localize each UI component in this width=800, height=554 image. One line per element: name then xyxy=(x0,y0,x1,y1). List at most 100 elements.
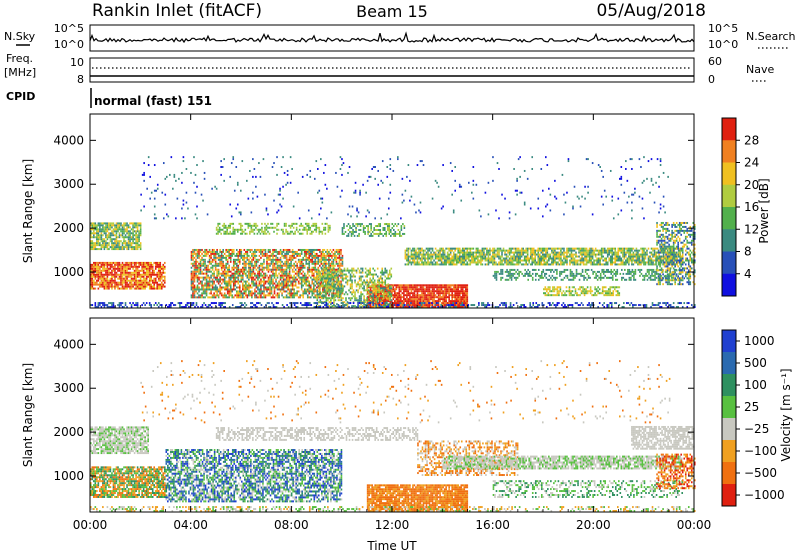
echo-cell xyxy=(106,226,109,229)
echo-cell xyxy=(370,301,373,304)
echo-cell xyxy=(202,278,205,281)
echo-cell xyxy=(265,226,268,229)
echo-cell xyxy=(507,255,509,258)
echo-cell xyxy=(449,251,452,254)
echo-cell xyxy=(145,269,148,272)
echo-cell xyxy=(192,294,194,297)
echo-cell xyxy=(225,286,227,289)
echo-cell xyxy=(263,278,265,281)
echo-cell xyxy=(255,226,257,229)
echo-cell xyxy=(318,295,320,298)
echo-cell xyxy=(91,222,94,225)
echo-cell xyxy=(481,253,484,256)
echo-cell xyxy=(282,232,284,235)
echo-cell xyxy=(111,261,113,264)
echo-cell xyxy=(337,270,339,273)
echo-cell xyxy=(338,260,341,263)
echo-cell xyxy=(130,244,133,247)
echo-cell xyxy=(126,287,128,290)
echo-cell xyxy=(267,258,270,261)
echo-cell xyxy=(251,296,253,299)
echo-cell xyxy=(242,292,244,295)
echo-cell xyxy=(442,290,444,293)
echo-cell xyxy=(312,262,315,265)
echo-cell xyxy=(217,280,220,283)
echo-cell xyxy=(493,247,496,250)
echo-cell xyxy=(418,300,420,303)
echo-cell xyxy=(504,251,506,254)
echo-cell xyxy=(121,263,124,266)
echo-cell xyxy=(452,251,455,254)
echo-cell xyxy=(406,286,408,289)
echo-cell xyxy=(442,298,444,301)
echo-cell xyxy=(390,293,393,296)
echo-cell xyxy=(466,247,469,250)
echo-cell xyxy=(510,263,512,266)
echo-cell xyxy=(322,297,325,300)
echo-cell xyxy=(288,248,291,251)
echo-cell xyxy=(284,284,286,287)
echo-cell xyxy=(255,262,258,265)
echo-cell xyxy=(260,268,262,271)
echo-cell xyxy=(254,262,256,265)
echo-cell xyxy=(288,288,291,291)
echo-cell xyxy=(410,288,413,291)
echo-cell xyxy=(282,250,285,253)
echo-cell xyxy=(133,279,136,282)
echo-cell xyxy=(106,222,109,225)
echo-cell xyxy=(507,251,509,254)
echo-cell xyxy=(281,292,283,295)
echo-cell xyxy=(93,222,95,225)
echo-cell xyxy=(306,294,309,297)
echo-cell xyxy=(492,251,494,254)
echo-cell xyxy=(111,281,113,284)
echo-cell xyxy=(384,293,387,296)
echo-cell xyxy=(425,304,428,307)
echo-cell xyxy=(226,274,229,277)
echo-cell xyxy=(285,248,288,251)
echo-cell xyxy=(331,272,333,275)
echo-cell xyxy=(477,247,479,250)
echo-cell xyxy=(523,251,526,254)
echo-cell xyxy=(299,258,301,261)
echo-cell xyxy=(195,274,197,277)
echo-cell xyxy=(415,257,417,260)
echo-cell xyxy=(487,259,490,262)
echo-cell xyxy=(156,287,159,290)
echo-cell xyxy=(245,292,247,295)
echo-cell xyxy=(369,291,371,294)
echo-cell xyxy=(109,267,112,270)
echo-cell xyxy=(279,268,282,271)
echo-cell xyxy=(328,277,331,280)
echo-cell xyxy=(156,261,159,264)
echo-cell xyxy=(127,236,130,239)
echo-cell xyxy=(285,276,288,279)
echo-cell xyxy=(370,229,372,231)
echo-cell xyxy=(461,296,464,299)
echo-cell xyxy=(117,273,119,276)
echo-cell xyxy=(228,252,231,255)
echo-cell xyxy=(253,222,256,225)
echo-cell xyxy=(270,268,273,271)
echo-cell xyxy=(216,248,218,251)
echo-cell xyxy=(294,264,297,267)
echo-cell xyxy=(421,292,423,295)
echo-cell xyxy=(306,276,309,279)
echo-cell xyxy=(410,261,413,264)
echo-cell xyxy=(272,264,274,267)
echo-cell xyxy=(109,232,112,235)
echo-cell xyxy=(192,270,194,273)
echo-cell xyxy=(257,248,259,251)
echo-cell xyxy=(455,290,458,293)
echo-cell xyxy=(190,262,193,265)
echo-cell xyxy=(317,296,320,299)
echo-cell xyxy=(374,294,376,297)
echo-cell xyxy=(329,290,332,293)
echo-cell xyxy=(121,265,124,268)
echo-cell xyxy=(225,262,227,265)
echo-cell xyxy=(102,277,104,280)
echo-cell xyxy=(311,252,314,255)
echo-cell xyxy=(264,230,266,233)
echo-cell xyxy=(242,262,244,265)
echo-cell xyxy=(443,284,446,287)
